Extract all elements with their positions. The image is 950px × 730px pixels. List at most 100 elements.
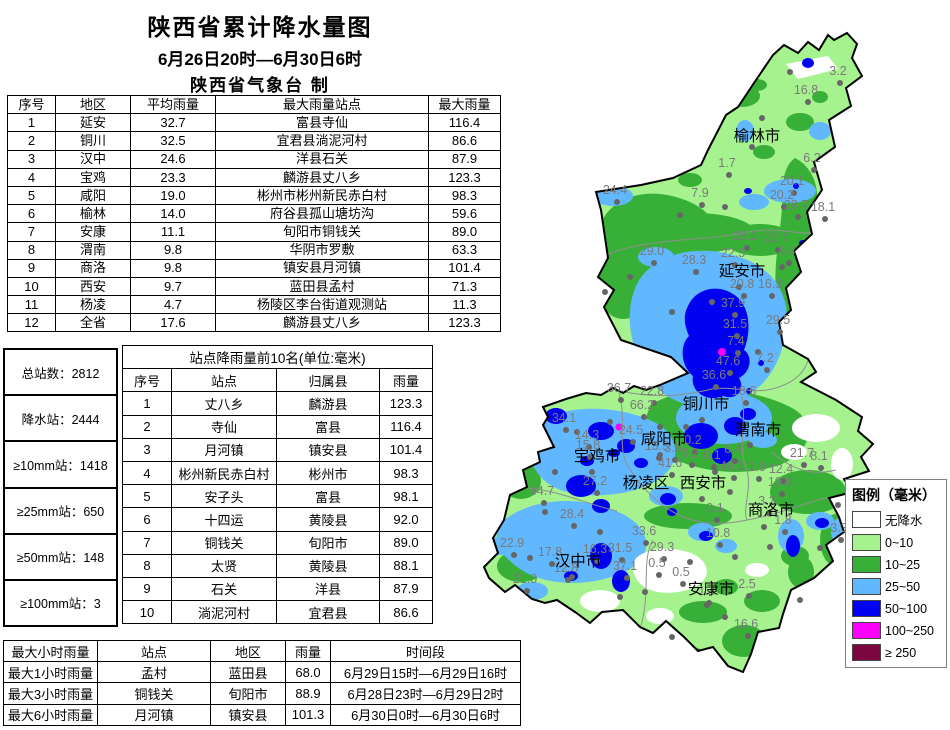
station-dot (795, 214, 801, 220)
station-value-label: 15.8 (576, 438, 600, 452)
station-value-label: 16.3 (758, 277, 782, 291)
station-dot (709, 299, 715, 305)
table-cell: 14.0 (130, 204, 216, 224)
table-cell: 洋县石关 (215, 149, 429, 169)
station-dot (797, 597, 803, 603)
table-cell: 6 (122, 507, 172, 532)
station-dot (745, 633, 751, 639)
station-dot (672, 457, 678, 463)
station-dot (767, 544, 773, 550)
stat-item: 降水站：2444 (5, 396, 116, 443)
period-subtitle: 6月26日20时—6月30日6时 (157, 50, 363, 69)
table-cell: 彬州市 (276, 460, 380, 486)
station-value-label: 18.6 (732, 384, 756, 398)
table-cell: 安子头 (171, 484, 277, 509)
station-dot (766, 510, 772, 516)
column-header: 地区 (55, 94, 131, 115)
table-row: 2 寺仙 富县 116.4 (122, 414, 434, 439)
table-cell: 98.1 (378, 484, 434, 509)
station-dot (811, 167, 817, 173)
station-dot (586, 444, 592, 450)
station-value-label: 3.8 (664, 441, 681, 455)
station-value-label: 20.1 (780, 174, 804, 188)
station-value-label: 6.2 (803, 151, 820, 165)
table-cell: 1 (122, 391, 172, 416)
station-value-label: 31.5 (608, 541, 632, 555)
legend-label: 25~50 (885, 579, 921, 594)
table-cell: 19.0 (130, 185, 216, 206)
title-block: 陕西省累计降水量图 6月26日20时—6月30日6时 陕西省气象台 制 (0, 8, 520, 96)
station-dot (597, 529, 603, 535)
table-cell: 铜钱关 (171, 530, 277, 555)
station-value-label: 20.2 (770, 188, 794, 202)
table-cell: 6 (7, 204, 56, 224)
table-row: 6 榆林 14.0 府谷县孤山塘坊沟 59.6 (7, 204, 501, 224)
table-row: 8 太贤 黄陵县 88.1 (122, 553, 434, 578)
table-cell: 旬阳市铜钱关 (215, 222, 429, 242)
table-cell: 最大3小时雨量 (3, 682, 98, 705)
table-row: 4 宝鸡 23.3 麟游县丈八乡 123.3 (7, 167, 501, 187)
table-cell: 镇安县 (276, 437, 380, 462)
table-cell: 9 (7, 258, 56, 278)
station-dot (687, 559, 693, 565)
station-dot (669, 472, 675, 478)
station-dot (669, 634, 675, 640)
table-cell: 88.9 (285, 682, 331, 705)
max-hourly-rainfall-table: 最大小时雨量 站点 地区 雨量 时间段 最大1小时雨量 孟村 蓝田县 68.0 6月29日15时… (3, 639, 521, 726)
station-dot (775, 247, 781, 253)
table-cell: 铜钱关 (97, 682, 211, 705)
city-label: 汉中市 (555, 552, 602, 570)
table-cell: 11.3 (428, 295, 501, 315)
table-cell: 7 (122, 530, 172, 555)
table-row: 4 彬州新民赤白村 彬州市 98.3 (122, 460, 434, 486)
station-dot (704, 602, 710, 608)
station-dot (782, 529, 788, 535)
station-dot (541, 500, 547, 506)
table-cell: 8 (122, 553, 172, 578)
station-value-label: 1.8 (774, 513, 791, 527)
legend-item: 无降水 (852, 510, 940, 529)
table-cell: 旬阳市 (276, 530, 380, 555)
station-value-label: 0.1 (706, 501, 723, 515)
station-value-label: 36.6 (702, 368, 726, 382)
station-value-label: 44.7 (530, 484, 554, 498)
station-value-label: 10.8 (706, 526, 730, 540)
table-cell: 府谷县孤山塘坊沟 (215, 204, 429, 224)
table-cell: 8 (7, 240, 56, 260)
table-cell: 彬州新民赤白村 (171, 460, 277, 486)
table-row: 7 安康 11.1 旬阳市铜钱关 89.0 (7, 222, 501, 242)
table-cell: 最大1小时雨量 (3, 661, 98, 684)
station-dot (669, 309, 675, 315)
station-dot (699, 202, 705, 208)
table-cell: 24.6 (130, 149, 216, 169)
city-label: 西安市 (680, 474, 727, 492)
station-dot (732, 312, 738, 318)
table-cell: 杨陵区李台街道观测站 (215, 295, 429, 315)
table-row: 2 铜川 32.5 宜君县淌泥河村 86.6 (7, 131, 501, 151)
station-value-label: 0.2 (684, 433, 701, 447)
station-dot (692, 449, 698, 455)
legend-item: 10~25 (852, 556, 940, 573)
table-cell: 最大6小时雨量 (3, 703, 98, 726)
station-dot (727, 489, 733, 495)
table-cell: 101.4 (378, 437, 434, 462)
map-legend: 图例（毫米） 无降水 0~10 10~25 25~50 50~100 100~250 ≥ 2… (845, 479, 947, 668)
table-cell: 5 (122, 484, 172, 509)
station-dot (594, 558, 600, 564)
station-dot (689, 462, 695, 468)
city-label: 铜川市 (683, 395, 730, 413)
table-row: 7 铜钱关 旬阳市 89.0 (122, 530, 434, 555)
table-cell: 10 (7, 276, 56, 297)
station-value-label: 28.7 (784, 198, 808, 212)
station-dot (552, 469, 558, 475)
station-dot (651, 400, 657, 406)
table-cell: 月河镇 (171, 437, 277, 462)
table-row: 最大6小时雨量 月河镇 镇安县 101.3 6月30日0时—6月30日6时 (3, 703, 521, 726)
legend-swatch (852, 578, 881, 595)
column-header: 最大小时雨量 (3, 639, 98, 663)
station-dot (764, 367, 770, 373)
station-dot (726, 172, 732, 178)
station-value-label: 7.4 (727, 334, 744, 348)
table-cell: 麟游县丈八乡 (215, 313, 429, 333)
station-dot (574, 429, 580, 435)
